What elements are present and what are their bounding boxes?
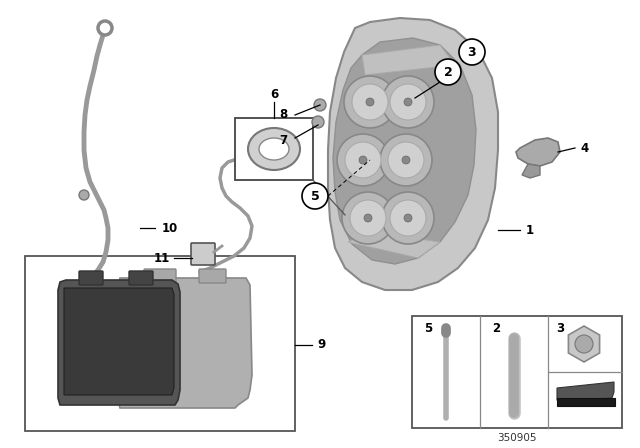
Circle shape (302, 183, 328, 209)
Polygon shape (118, 278, 252, 408)
Circle shape (402, 156, 410, 164)
Circle shape (352, 84, 388, 120)
FancyBboxPatch shape (25, 256, 295, 431)
Text: 5: 5 (310, 190, 319, 202)
Circle shape (435, 59, 461, 85)
Circle shape (366, 98, 374, 106)
Polygon shape (348, 232, 440, 258)
Circle shape (312, 116, 324, 128)
Circle shape (345, 142, 381, 178)
FancyBboxPatch shape (79, 271, 103, 285)
Ellipse shape (248, 128, 300, 170)
Text: 9: 9 (318, 339, 326, 352)
Polygon shape (522, 164, 540, 178)
FancyBboxPatch shape (144, 269, 176, 283)
Text: 3: 3 (556, 322, 564, 335)
Text: 7: 7 (279, 134, 287, 146)
Circle shape (344, 76, 396, 128)
Text: 1: 1 (526, 224, 534, 237)
Circle shape (98, 21, 112, 35)
Polygon shape (58, 280, 180, 405)
Text: 3: 3 (468, 46, 476, 59)
Text: 2: 2 (444, 65, 452, 78)
Circle shape (337, 134, 389, 186)
Text: 5: 5 (424, 322, 432, 335)
Circle shape (382, 76, 434, 128)
Text: 350905: 350905 (497, 433, 537, 443)
Circle shape (575, 335, 593, 353)
Text: 11: 11 (154, 251, 170, 264)
FancyBboxPatch shape (199, 269, 226, 283)
FancyBboxPatch shape (557, 398, 615, 406)
Text: 10: 10 (162, 221, 178, 234)
Polygon shape (362, 45, 455, 75)
Circle shape (265, 155, 275, 165)
Circle shape (342, 192, 394, 244)
Text: 2: 2 (492, 322, 500, 335)
Circle shape (380, 134, 432, 186)
FancyBboxPatch shape (412, 316, 622, 428)
Ellipse shape (259, 138, 289, 160)
Polygon shape (557, 382, 614, 402)
Polygon shape (328, 18, 498, 290)
Circle shape (359, 156, 367, 164)
Text: 6: 6 (270, 89, 278, 102)
FancyBboxPatch shape (235, 118, 313, 180)
Circle shape (382, 192, 434, 244)
Circle shape (314, 99, 326, 111)
Circle shape (404, 98, 412, 106)
Circle shape (390, 84, 426, 120)
Circle shape (404, 214, 412, 222)
Polygon shape (333, 38, 476, 264)
Circle shape (459, 39, 485, 65)
Circle shape (388, 142, 424, 178)
Text: 4: 4 (581, 142, 589, 155)
Polygon shape (516, 138, 560, 166)
Polygon shape (64, 288, 174, 395)
Circle shape (364, 214, 372, 222)
FancyBboxPatch shape (191, 243, 215, 265)
Circle shape (390, 200, 426, 236)
Text: 8: 8 (279, 108, 287, 121)
Circle shape (79, 190, 89, 200)
FancyBboxPatch shape (129, 271, 153, 285)
Circle shape (350, 200, 386, 236)
